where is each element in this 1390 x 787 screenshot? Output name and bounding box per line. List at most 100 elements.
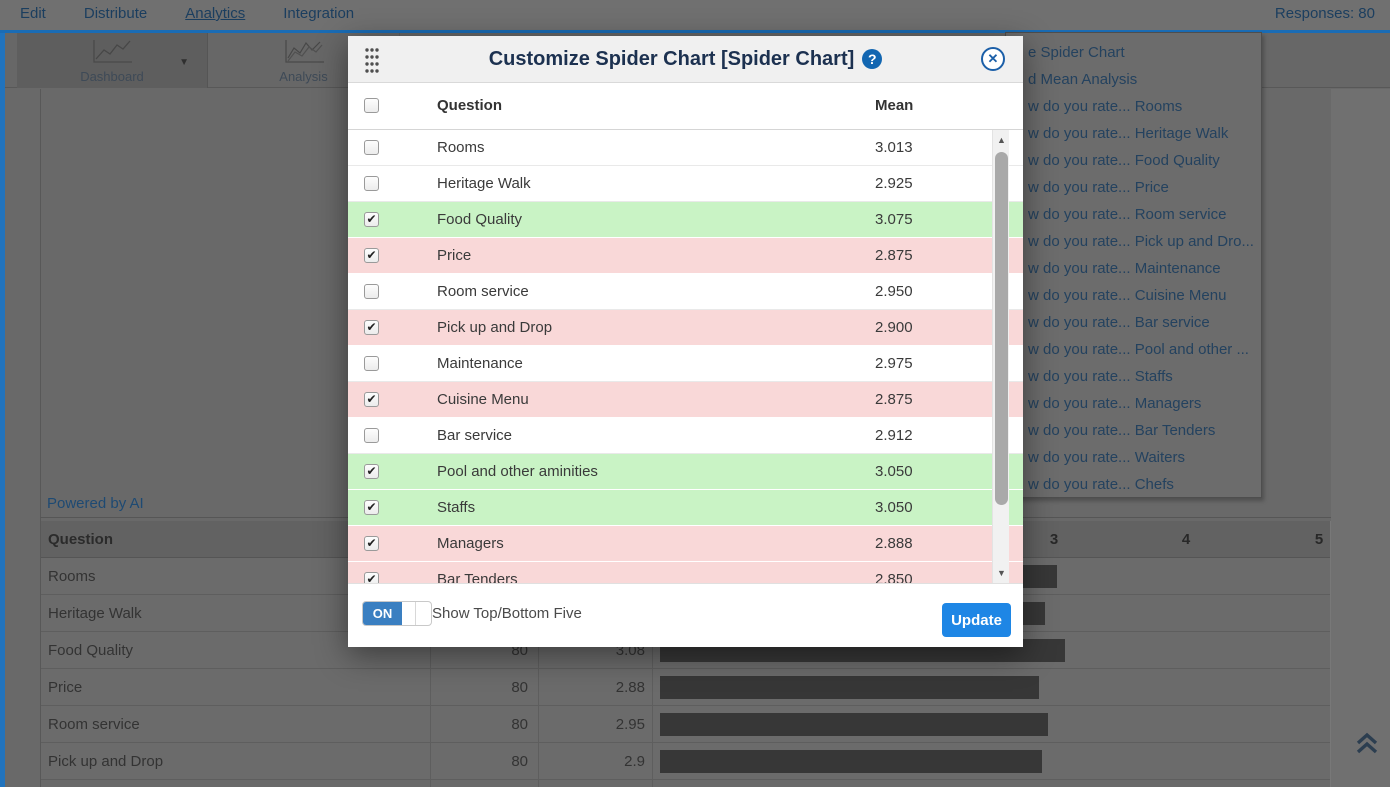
drag-handle-icon[interactable]: [364, 47, 380, 78]
row-question: Bar Tenders: [437, 571, 518, 583]
row-checkbox[interactable]: ✔: [364, 536, 379, 551]
nav-item-distribute[interactable]: Distribute: [83, 5, 148, 22]
scrollbar-up-icon[interactable]: ▲: [997, 135, 1006, 145]
row-question: Staffs: [437, 499, 476, 516]
nav-items: Edit Distribute Analytics Integration: [20, 5, 392, 22]
row-checkbox[interactable]: [364, 140, 379, 155]
table-right-border: [1330, 521, 1331, 787]
toggle-description: Show Top/Bottom Five: [432, 605, 582, 622]
row-question: Rooms: [48, 568, 96, 585]
menu-item[interactable]: w do you rate... Heritage Walk: [1028, 125, 1229, 142]
row-question: Rooms: [437, 139, 485, 156]
row-checkbox[interactable]: [364, 356, 379, 371]
nav-item-analytics[interactable]: Analytics: [185, 5, 246, 22]
row-checkbox[interactable]: ✔: [364, 392, 379, 407]
menu-item[interactable]: w do you rate... Food Quality: [1028, 152, 1220, 169]
table-row: Room service 80 2.95: [41, 706, 1331, 743]
modal-question-row: ✔ Pool and other aminities 3.050: [348, 454, 1023, 490]
menu-item[interactable]: e Spider Chart: [1028, 44, 1125, 61]
scroll-to-top-icon[interactable]: [1354, 731, 1380, 759]
row-mean: 2.975: [875, 355, 913, 372]
menu-item[interactable]: w do you rate... Cuisine Menu: [1028, 287, 1227, 304]
right-gutter: [1331, 89, 1390, 787]
row-checkbox[interactable]: [364, 176, 379, 191]
menu-item[interactable]: w do you rate... Price: [1028, 179, 1169, 196]
nav-item-edit[interactable]: Edit: [20, 5, 46, 22]
menu-item[interactable]: w do you rate... Pool and other ...: [1028, 341, 1249, 358]
menu-item[interactable]: w do you rate... Room service: [1028, 206, 1227, 223]
modal-question-row: Bar service 2.912: [348, 418, 1023, 454]
modal-title: Customize Spider Chart [Spider Chart]: [488, 47, 855, 70]
axis-tick-label: 3: [1049, 531, 1059, 548]
row-mean: 2.900: [875, 319, 913, 336]
row-checkbox[interactable]: ✔: [364, 320, 379, 335]
column-divider: [652, 521, 653, 787]
row-checkbox[interactable]: ✔: [364, 248, 379, 263]
modal-question-row: Heritage Walk 2.925: [348, 166, 1023, 202]
tab-dashboard[interactable]: Dashboard ▼: [17, 33, 208, 88]
menu-item[interactable]: w do you rate... Waiters: [1028, 449, 1186, 466]
row-question: Pool and other aminities: [437, 463, 598, 480]
menu-item[interactable]: w do you rate... Pick up and Dro...: [1028, 233, 1254, 250]
tab-analysis-label: Analysis: [279, 68, 328, 84]
close-icon[interactable]: ✕: [981, 47, 1005, 71]
mean-bar: [660, 750, 1042, 773]
row-checkbox[interactable]: ✔: [364, 464, 379, 479]
row-question: Food Quality: [437, 211, 523, 228]
row-count: 80: [511, 679, 528, 696]
nav-item-integration[interactable]: Integration: [283, 5, 355, 22]
help-icon[interactable]: ?: [862, 49, 883, 69]
modal-question-row: Rooms 3.013: [348, 130, 1023, 166]
chart-select-menu: e Spider Chart d Mean Analysis w do you ra…: [1005, 32, 1262, 498]
modal-header: Customize Spider Chart [Spider Chart] ? …: [348, 36, 1023, 83]
row-mean: 3.013: [875, 139, 913, 156]
question-column-header: Question: [48, 531, 114, 548]
scrollbar[interactable]: ▲ ▼: [992, 130, 1009, 583]
scrollbar-thumb[interactable]: [995, 152, 1008, 505]
menu-item[interactable]: w do you rate... Rooms: [1028, 98, 1183, 115]
row-checkbox[interactable]: ✔: [364, 572, 379, 583]
row-mean: 2.950: [875, 283, 913, 300]
row-mean: 2.875: [875, 247, 913, 264]
menu-item[interactable]: w do you rate... Bar Tenders: [1028, 422, 1216, 439]
mean-bar: [660, 676, 1039, 699]
row-mean: 3.050: [875, 499, 913, 516]
line-chart-icon: [82, 38, 142, 68]
update-button[interactable]: Update: [942, 603, 1011, 637]
tab-analysis[interactable]: Analysis: [208, 33, 400, 88]
select-all-checkbox[interactable]: [364, 98, 379, 113]
chart-select-menu-items: e Spider Chart d Mean Analysis w do you ra…: [1006, 39, 1261, 498]
menu-item[interactable]: d Mean Analysis: [1028, 71, 1138, 88]
show-top-bottom-toggle[interactable]: ON: [362, 601, 432, 626]
row-mean: 3.075: [875, 211, 913, 228]
row-checkbox[interactable]: ✔: [364, 212, 379, 227]
question-header: Question: [437, 97, 503, 114]
menu-item[interactable]: w do you rate... Bar service: [1028, 314, 1210, 331]
row-mean: 2.888: [875, 535, 913, 552]
chevron-down-icon[interactable]: ▼: [179, 57, 189, 68]
table-row: Pick up and Drop 80 2.9: [41, 743, 1331, 780]
modal-question-row: ✔ Pick up and Drop 2.900: [348, 310, 1023, 346]
row-checkbox[interactable]: ✔: [364, 500, 379, 515]
menu-item[interactable]: w do you rate... Chefs: [1028, 476, 1174, 493]
row-checkbox[interactable]: [364, 284, 379, 299]
menu-item[interactable]: w do you rate... Managers: [1028, 395, 1202, 412]
modal-question-row: ✔ Cuisine Menu 2.875: [348, 382, 1023, 418]
row-question: Maintenance: [437, 355, 523, 372]
menu-item[interactable]: w do you rate... Maintenance: [1028, 260, 1221, 277]
row-question: Room service: [437, 283, 529, 300]
row-question: Pick up and Drop: [48, 753, 164, 770]
row-checkbox[interactable]: [364, 428, 379, 443]
row-question: Cuisine Menu: [437, 391, 529, 408]
tab-dashboard-label: Dashboard: [80, 68, 144, 84]
scrollbar-down-icon[interactable]: ▼: [997, 568, 1006, 578]
powered-by-ai-label[interactable]: Powered by AI: [47, 495, 144, 512]
menu-item[interactable]: w do you rate... Staffs: [1028, 368, 1173, 385]
mean-header: Mean: [875, 97, 914, 114]
table-row: Price 80 2.88: [41, 669, 1331, 706]
analysis-chart-icon: [274, 38, 334, 68]
toggle-knob: [402, 602, 416, 625]
row-mean: 2.9: [624, 753, 645, 770]
modal-question-row: ✔ Price 2.875: [348, 238, 1023, 274]
